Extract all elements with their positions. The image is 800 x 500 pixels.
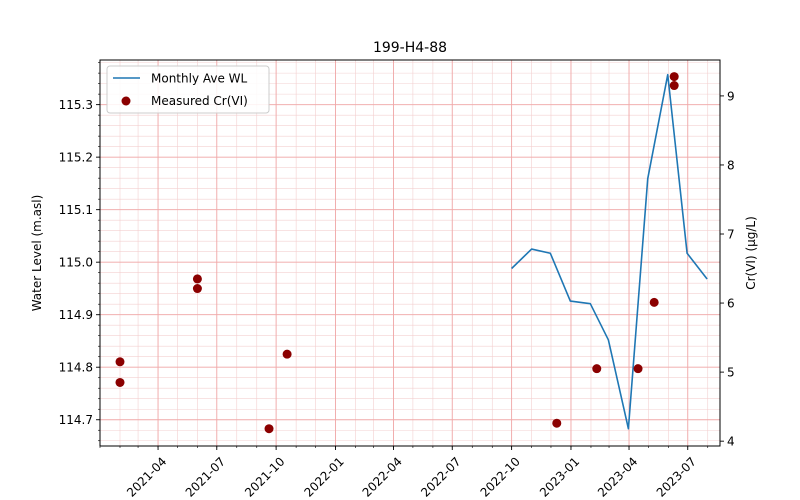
crvi-point — [282, 349, 292, 359]
legend-entry-wl: Monthly Ave WL — [151, 72, 248, 86]
series-layer — [115, 72, 708, 434]
plot-frame — [99, 59, 721, 447]
crvi-point — [633, 364, 643, 374]
y2-axis-label: Cr(VI) (µg/L) — [744, 216, 758, 290]
crvi-point — [192, 274, 202, 284]
y2-tick-label: 5 — [727, 366, 735, 380]
grid — [99, 60, 720, 446]
crvi-point — [264, 424, 274, 434]
y-axis-label: Water Level (m.asl) — [30, 195, 44, 312]
crvi-point — [115, 357, 125, 367]
crvi-point — [552, 418, 562, 428]
crvi-point — [115, 377, 125, 387]
crvi-point — [192, 284, 202, 294]
legend: Monthly Ave WL Measured Cr(VI) — [106, 65, 270, 114]
y2-tick-label: 8 — [727, 158, 735, 172]
y2-tick-label: 9 — [727, 89, 735, 103]
water-level-line — [511, 73, 708, 430]
crvi-point — [649, 297, 659, 307]
y2-tick-label: 6 — [727, 297, 735, 311]
y-tick-label: 115.3 — [59, 98, 93, 112]
y2-tick-label: 7 — [727, 228, 735, 242]
y-tick-label: 115.2 — [59, 151, 93, 165]
y2-tick-label: 4 — [727, 435, 735, 449]
legend-dot-marker — [121, 96, 131, 106]
chart-title: 199-H4-88 — [373, 40, 447, 56]
y-tick-label: 115.0 — [59, 256, 93, 270]
legend-entry-crvi: Measured Cr(VI) — [151, 94, 248, 108]
crvi-point — [669, 72, 679, 82]
y-tick-label: 114.7 — [59, 413, 93, 427]
y-tick-label: 114.9 — [59, 308, 93, 322]
y-tick-label: 115.1 — [59, 203, 93, 217]
crvi-point — [592, 364, 602, 374]
legend-box — [106, 65, 270, 114]
y-tick-label: 114.8 — [59, 361, 93, 375]
crvi-point — [669, 81, 679, 91]
